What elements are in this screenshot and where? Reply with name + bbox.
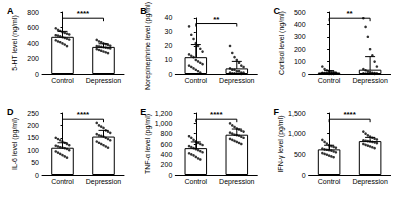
svg-text:0: 0	[168, 172, 172, 179]
svg-text:30: 30	[165, 28, 173, 35]
svg-text:Depression: Depression	[219, 77, 255, 85]
svg-text:0: 0	[302, 71, 306, 78]
svg-text:800: 800	[27, 9, 39, 16]
svg-text:200: 200	[161, 161, 173, 168]
svg-text:0: 0	[35, 71, 39, 78]
svg-text:B: B	[140, 6, 147, 16]
svg-text:50: 50	[31, 159, 39, 166]
svg-text:400: 400	[27, 40, 39, 47]
svg-text:0: 0	[168, 71, 172, 78]
svg-text:1,200: 1,200	[155, 110, 173, 117]
svg-text:400: 400	[294, 21, 306, 28]
svg-text:250: 250	[27, 110, 39, 117]
svg-text:40: 40	[165, 14, 173, 21]
svg-text:0: 0	[302, 172, 306, 179]
svg-text:Depression: Depression	[86, 178, 122, 186]
svg-text:C: C	[274, 6, 281, 16]
svg-text:Control: Control	[185, 77, 208, 84]
svg-text:150: 150	[27, 134, 39, 141]
svg-text:200: 200	[27, 55, 39, 62]
svg-text:100: 100	[294, 58, 306, 65]
svg-text:300: 300	[294, 33, 306, 40]
svg-text:600: 600	[27, 24, 39, 31]
svg-text:400: 400	[161, 151, 173, 158]
svg-text:**: **	[213, 15, 220, 24]
svg-text:800: 800	[161, 130, 173, 137]
svg-text:1,500: 1,500	[288, 110, 306, 117]
svg-text:20: 20	[165, 42, 173, 49]
svg-text:200: 200	[294, 46, 306, 53]
svg-text:100: 100	[27, 147, 39, 154]
svg-text:D: D	[7, 107, 14, 117]
svg-text:Control: Control	[51, 77, 74, 84]
svg-text:Depression: Depression	[86, 77, 122, 85]
svg-text:5-HT level (ng/ml): 5-HT level (ng/ml)	[11, 15, 19, 71]
svg-text:600: 600	[161, 141, 173, 148]
svg-text:Depression: Depression	[352, 178, 388, 186]
svg-text:E: E	[140, 107, 146, 117]
svg-text:IL-6 level (pg/ml): IL-6 level (pg/ml)	[11, 118, 19, 170]
svg-text:A: A	[7, 6, 14, 16]
svg-text:Cortisol level (ng/ml): Cortisol level (ng/ml)	[278, 11, 286, 75]
svg-text:Depression: Depression	[352, 77, 388, 85]
svg-text:****: ****	[77, 9, 90, 18]
svg-text:500: 500	[294, 151, 306, 158]
svg-text:200: 200	[27, 122, 39, 129]
svg-text:TNF-α level (pg/ml): TNF-α level (pg/ml)	[144, 114, 152, 174]
svg-text:Norepinephrine level (pg/ml): Norepinephrine level (pg/ml)	[144, 2, 152, 90]
svg-text:10: 10	[165, 56, 173, 63]
svg-text:Control: Control	[185, 178, 208, 185]
svg-text:500: 500	[294, 9, 306, 16]
svg-text:Control: Control	[318, 178, 341, 185]
svg-text:IFN-γ level (pg/ml): IFN-γ level (pg/ml)	[277, 115, 285, 172]
svg-text:Depression: Depression	[219, 178, 255, 186]
svg-text:****: ****	[343, 110, 356, 119]
svg-text:F: F	[274, 107, 280, 117]
svg-text:0: 0	[35, 172, 39, 179]
svg-text:****: ****	[210, 110, 223, 119]
svg-text:1,000: 1,000	[288, 130, 306, 137]
svg-text:Control: Control	[51, 178, 74, 185]
svg-text:**: **	[346, 9, 353, 18]
svg-text:Control: Control	[318, 77, 341, 84]
svg-text:1,000: 1,000	[155, 120, 173, 127]
svg-text:****: ****	[77, 110, 90, 119]
